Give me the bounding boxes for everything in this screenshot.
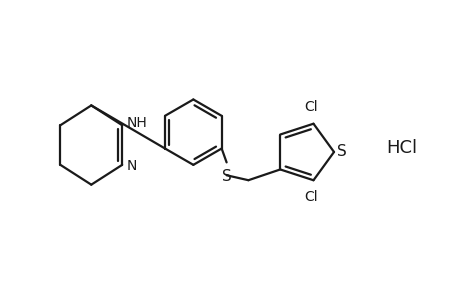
Text: S: S [221, 169, 231, 184]
Text: NH: NH [126, 116, 146, 130]
Text: N: N [126, 159, 136, 173]
Text: HCl: HCl [386, 139, 417, 157]
Text: Cl: Cl [304, 100, 318, 114]
Text: S: S [336, 145, 346, 160]
Text: Cl: Cl [304, 190, 318, 204]
